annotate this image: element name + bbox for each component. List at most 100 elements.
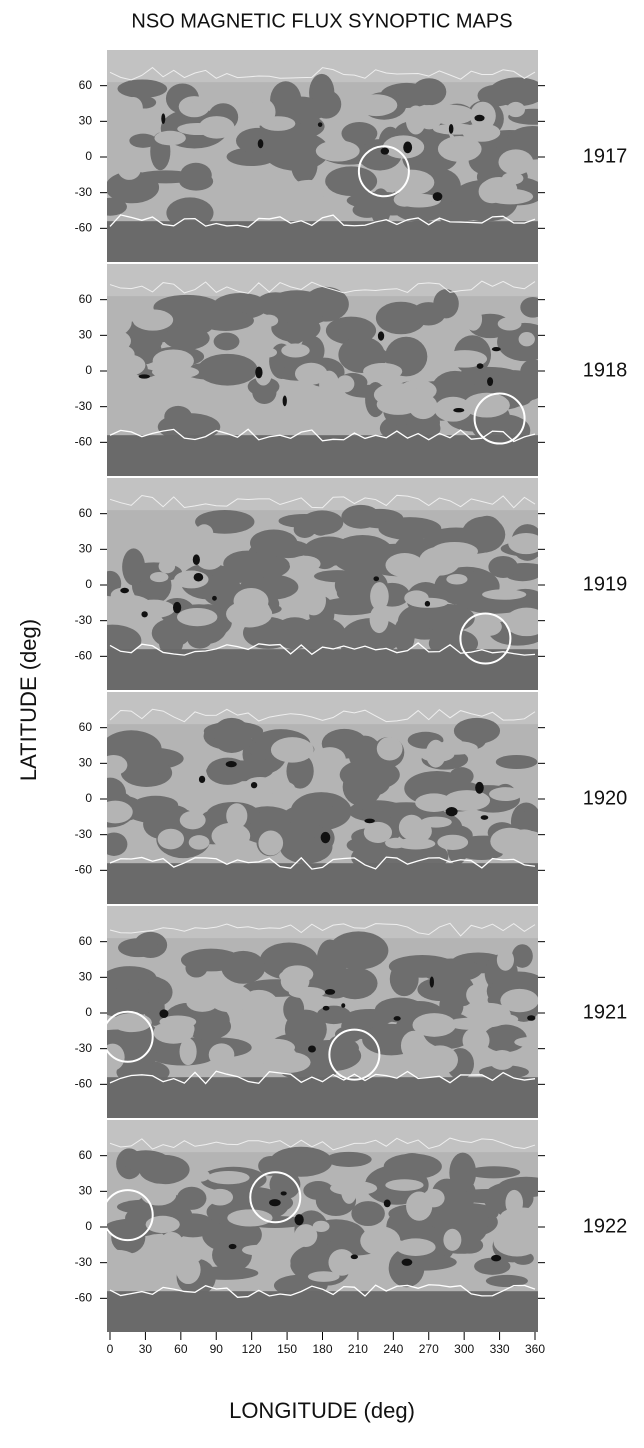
flux-region-light (498, 149, 534, 175)
flux-region-light (486, 188, 534, 205)
active-region (198, 775, 206, 784)
active-region (476, 363, 484, 369)
flux-region (489, 77, 538, 107)
y-tick-label: -30 (75, 613, 93, 627)
flux-region (309, 511, 332, 536)
map-panel (107, 478, 538, 690)
flux-region-light (493, 1227, 538, 1257)
flux-region (511, 944, 533, 968)
flux-region-light (446, 574, 468, 585)
flux-region (378, 517, 442, 541)
south-band (107, 863, 538, 904)
flux-region-light (431, 541, 479, 561)
flux-region-light (227, 1209, 273, 1227)
flux-region-light (107, 372, 142, 387)
flux-region (117, 79, 168, 98)
flux-region-light (462, 1027, 490, 1054)
active-region (317, 122, 323, 127)
active-region (192, 554, 200, 566)
y-tick-label: -60 (75, 435, 93, 449)
y-tick-label: 0 (85, 791, 92, 805)
flux-region-light (434, 396, 472, 422)
flux-region-light (255, 1044, 297, 1066)
flux-region-light (466, 984, 488, 1006)
flux-region (328, 931, 389, 970)
flux-region-light (405, 105, 426, 135)
active-region (491, 1254, 502, 1262)
y-tick-label: 30 (79, 970, 93, 984)
x-tick-label: 300 (454, 1342, 474, 1356)
flux-region-light (111, 1013, 152, 1033)
flux-region-light (313, 747, 346, 772)
contour (109, 708, 536, 723)
flux-region-light (226, 803, 248, 829)
flux-region (338, 336, 385, 374)
flux-region (212, 1238, 252, 1272)
x-tick-label: 270 (419, 1342, 439, 1356)
active-region (172, 601, 182, 614)
active-region (161, 113, 166, 125)
flux-region-light (328, 1249, 356, 1276)
active-region (257, 139, 264, 149)
flux-region (461, 516, 506, 553)
flux-region-light (355, 94, 398, 117)
flux-region-light (245, 776, 276, 792)
map-panel (107, 1120, 538, 1332)
flux-region-light (415, 793, 453, 812)
y-tick-label: 30 (79, 756, 93, 770)
flux-region-light (190, 1169, 210, 1182)
flux-region (121, 1150, 170, 1173)
flux-region (474, 1257, 511, 1275)
flux-region-light (289, 179, 329, 201)
flux-region-light (259, 314, 279, 327)
active-region (341, 1003, 346, 1008)
active-region (141, 611, 148, 618)
region-circle (357, 145, 410, 198)
active-region (393, 1016, 401, 1021)
x-tick-label: 30 (139, 1342, 153, 1356)
flux-region (352, 202, 382, 218)
flux-region (213, 332, 240, 351)
flux-region-light (140, 1183, 177, 1206)
flux-region-light (500, 988, 538, 1013)
flux-region (336, 584, 358, 601)
flux-region (313, 570, 362, 583)
flux-region-light (341, 1176, 358, 1204)
active-region (383, 1199, 391, 1208)
flux-region-light (336, 375, 355, 393)
flux-region-light (145, 1215, 180, 1234)
flux-region-light (376, 394, 420, 415)
y-tick-label: -60 (75, 863, 93, 877)
flux-region (284, 1009, 327, 1050)
x-tick-label: 0 (107, 1342, 114, 1356)
x-tick-label: 210 (348, 1342, 368, 1356)
flux-region-light (385, 1179, 424, 1191)
flux-region (107, 197, 127, 216)
flux-region (332, 967, 378, 1000)
flux-region (485, 1274, 528, 1288)
flux-region-light (179, 1038, 197, 1066)
flux-region-light (294, 362, 328, 385)
contour (109, 428, 536, 443)
flux-region (316, 939, 344, 979)
flux-region-light (107, 755, 128, 776)
flux-region-light (259, 1250, 291, 1277)
flux-region-light (174, 570, 209, 589)
south-band (107, 221, 538, 262)
active-region (364, 818, 375, 824)
y-tick-label: 0 (85, 363, 92, 377)
flux-region-light (281, 343, 310, 358)
flux-region (417, 977, 465, 1002)
x-tick-label: 90 (210, 1342, 224, 1356)
region-circle (459, 612, 512, 665)
flux-region (263, 131, 330, 171)
map-panel (107, 906, 538, 1118)
active-region (322, 1005, 330, 1011)
region-circle (328, 1028, 381, 1081)
flux-region (269, 1169, 301, 1200)
region-circle (101, 1189, 154, 1242)
south-band (107, 1077, 538, 1118)
flux-region-light (506, 101, 526, 118)
flux-region (118, 938, 159, 958)
